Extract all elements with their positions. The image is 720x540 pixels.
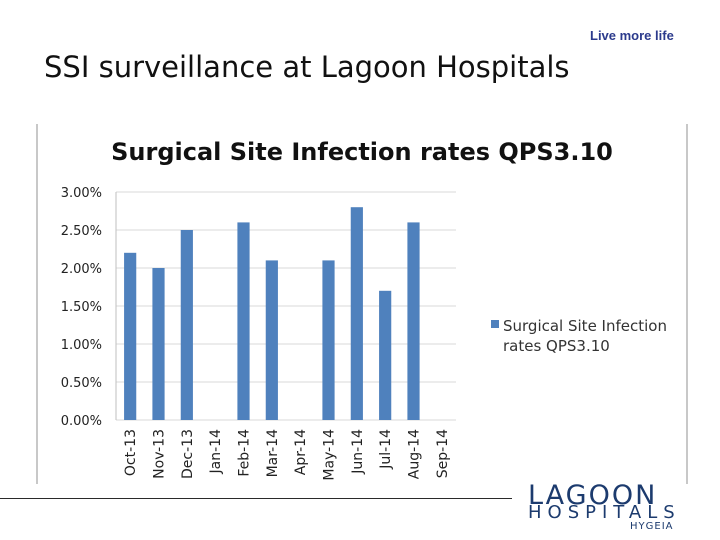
x-axis-labels: Oct-13 Nov-13 Dec-13 Jan-14 Feb-14 Mar-14 Apr-…	[123, 429, 451, 481]
gridlines	[116, 191, 456, 421]
y-tick-label: 0.50%	[61, 376, 102, 391]
y-tick-label: 2.50%	[61, 224, 102, 239]
x-tick-label: Nov-13	[152, 429, 168, 479]
x-tick-label: Dec-13	[180, 429, 196, 479]
bar-aug-14	[407, 222, 420, 420]
bar-oct-13	[124, 252, 137, 420]
bar-dec-13	[180, 230, 193, 420]
logo-name: LAGOON	[528, 480, 658, 511]
x-tick-label: May-14	[322, 429, 338, 481]
y-axis: 0.00% 0.50% 1.00% 1.50% 2.00% 2.50% 3.00%	[61, 186, 117, 429]
x-tick-label: Sep-14	[435, 429, 451, 478]
bar-jul-14	[379, 290, 392, 420]
bar-chart: Surgical Site Infection rates QPS3.10 0.…	[61, 138, 613, 481]
x-tick-label: Oct-13	[123, 429, 139, 476]
bar-feb-14	[237, 222, 250, 420]
bar-may-14	[322, 260, 335, 420]
tagline: Live more life	[590, 28, 674, 43]
legend-label: Surgical Site Infection rates QPS3.10	[503, 317, 667, 355]
slide-title: SSI surveillance at Lagoon Hospitals	[44, 50, 570, 84]
x-tick-label: Aug-14	[407, 429, 423, 479]
legend-swatch	[491, 320, 499, 328]
bars	[124, 207, 420, 420]
bar-jun-14	[350, 207, 363, 420]
x-tick-label: Jul-14	[378, 429, 394, 470]
x-tick-label: Apr-14	[293, 429, 309, 475]
chart-title: Surgical Site Infection rates QPS3.10	[111, 138, 613, 166]
hospital-logo: LAGOON HOSPITALS HYGEIA	[520, 478, 720, 540]
bar-mar-14	[265, 260, 278, 420]
y-tick-label: 3.00%	[61, 186, 102, 201]
y-tick-label: 2.00%	[61, 262, 102, 277]
logo-sub2: HYGEIA	[630, 521, 674, 532]
x-tick-label: Feb-14	[237, 429, 253, 477]
x-tick-label: Mar-14	[265, 429, 281, 477]
bar-nov-13	[152, 268, 165, 420]
footer-divider	[0, 498, 512, 499]
x-tick-label: Jun-14	[350, 429, 366, 475]
chart-frame: Surgical Site Infection rates QPS3.10 0.…	[36, 124, 688, 484]
logo-subtitle: HOSPITALS	[528, 502, 681, 523]
y-tick-label: 0.00%	[61, 414, 102, 429]
y-tick-label: 1.50%	[61, 300, 102, 315]
legend: Surgical Site Infection rates QPS3.10	[491, 316, 673, 356]
x-tick-label: Jan-14	[208, 429, 224, 475]
y-tick-label: 1.00%	[61, 338, 102, 353]
